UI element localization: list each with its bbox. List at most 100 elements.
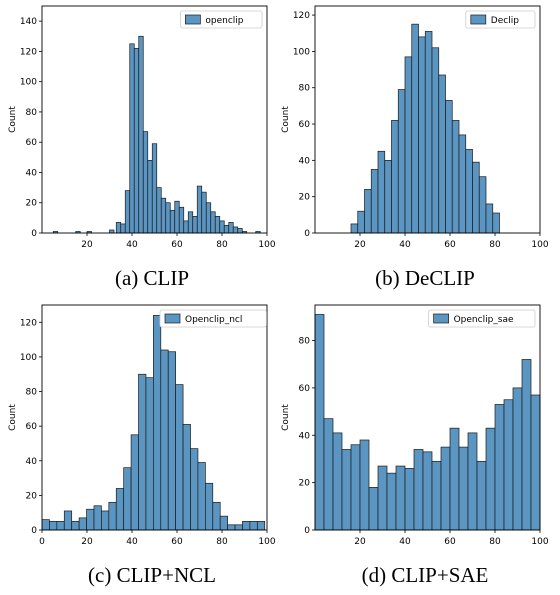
histogram-bar [386, 472, 397, 531]
histogram-bar [169, 209, 176, 234]
y-tick-label: 40 [26, 168, 38, 178]
histogram-bar [314, 314, 325, 531]
histogram-bar [214, 216, 221, 234]
histogram-bar [341, 449, 352, 531]
histogram-bar [467, 432, 478, 531]
y-tick-label: 60 [299, 120, 311, 130]
histogram-bar [377, 150, 386, 234]
histogram-bar [41, 519, 50, 531]
axes-frame [314, 304, 541, 531]
histogram-bar [512, 387, 523, 531]
histogram-bar [197, 462, 206, 531]
histogram-bar [350, 223, 359, 234]
histogram-bar [332, 432, 343, 531]
histogram-bar [492, 212, 500, 234]
histogram-bar [458, 134, 467, 234]
histogram-bar [431, 47, 440, 234]
y-tick-label: 0 [31, 526, 37, 536]
histogram-bar [174, 200, 180, 234]
x-tick-label: 20 [81, 537, 93, 547]
axes-frame [41, 304, 268, 531]
histogram-bar [364, 189, 372, 234]
caption-b: (b) DeCLIP [375, 266, 475, 290]
y-tick-label: 80 [26, 108, 38, 118]
histogram-bar [219, 220, 225, 234]
legend-swatch [433, 313, 449, 324]
histogram-bar [142, 131, 149, 234]
axes-frame [41, 5, 268, 234]
panel-b-declip: 0 20 40 60 80 100 120 20 40 60 80 100 Count Declip [281, 5, 549, 250]
y-tick-label: 20 [26, 491, 38, 501]
histogram-bar [476, 460, 487, 531]
histogram-bar [232, 226, 239, 234]
histogram-bar [234, 524, 243, 531]
histogram-bar [431, 460, 442, 531]
legend-label: Declip [491, 16, 519, 26]
legend-swatch [185, 14, 201, 25]
y-tick-label: 80 [299, 84, 311, 94]
y-tick-label: 60 [26, 422, 38, 432]
y-tick-label: 0 [31, 229, 37, 239]
histogram-bar [223, 225, 230, 234]
histogram-bar [445, 100, 453, 234]
y-tick-label: 120 [293, 11, 310, 21]
histogram-bar [359, 439, 370, 531]
histogram-bar [178, 206, 185, 234]
histogram-bar [138, 373, 147, 531]
x-tick-label: 100 [531, 537, 548, 547]
histogram-bar [151, 143, 158, 234]
histogram-bar [465, 149, 473, 234]
legend-swatch [164, 313, 181, 324]
histogram-bar [404, 468, 415, 531]
y-axis-label: Count [281, 106, 291, 133]
y-axis-label: Count [8, 404, 18, 431]
legend-box [179, 10, 263, 29]
y-tick-label: 20 [26, 199, 38, 209]
histogram-bar [160, 349, 169, 531]
histogram-bar [228, 222, 234, 234]
histogram-bar [108, 501, 117, 531]
histogram-bar [503, 399, 514, 531]
x-tick-label: 40 [399, 240, 411, 250]
x-tick-label: 80 [489, 537, 501, 547]
histogram-bar [485, 203, 494, 234]
y-axis-label: Count [281, 404, 291, 431]
histogram-bar [494, 404, 505, 531]
y-tick-label: 80 [26, 388, 38, 398]
panel-c-clip-ncl: 0 20 40 60 80 100 120 0 20 40 60 80 100 Count Openclip… [8, 304, 276, 547]
caption-a: (a) CLIP [114, 266, 190, 290]
y-tick-label: 0 [304, 229, 310, 239]
histogram-bar [472, 161, 480, 234]
x-tick-label: 60 [171, 240, 183, 250]
histogram-bar [120, 223, 126, 234]
histogram-bar [478, 176, 487, 234]
x-tick-label: 60 [444, 537, 456, 547]
histogram-bar [183, 220, 189, 234]
histogram-bar [237, 228, 243, 234]
legend-label: Openclip_sae [454, 315, 514, 325]
histogram-bar [109, 229, 115, 234]
x-tick-label: 60 [171, 537, 183, 547]
y-tick-label: 100 [20, 78, 37, 88]
histogram-bar [115, 222, 122, 234]
panel-d-clip-sae: 0 20 40 60 80 20 40 60 80 100 Count Openclip_sae [281, 304, 549, 547]
x-tick-label: 100 [531, 240, 548, 250]
histogram-bar [86, 508, 95, 531]
histogram-bar [357, 210, 365, 234]
histogram-bar [205, 482, 214, 531]
histogram-bar [192, 216, 198, 234]
histogram-bar [201, 191, 207, 234]
histogram-bar [395, 465, 406, 531]
x-tick-label: 20 [81, 240, 93, 250]
histogram-bar [115, 488, 125, 531]
histogram-bar [219, 515, 228, 531]
histogram-bar [187, 211, 194, 234]
histogram-bar [63, 510, 73, 531]
y-tick-label: 0 [304, 526, 310, 536]
y-tick-label: 40 [26, 457, 38, 467]
histogram-bar [350, 444, 361, 531]
histogram-bar [210, 211, 216, 234]
x-tick-label: 40 [126, 537, 138, 547]
histogram-bar [530, 394, 541, 531]
